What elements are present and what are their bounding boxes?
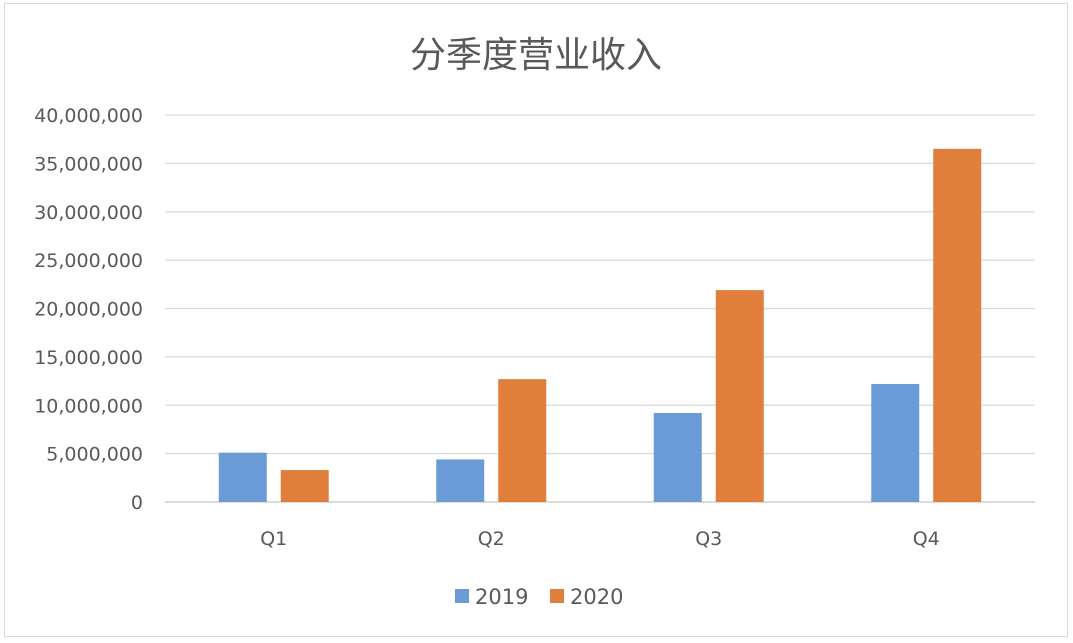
bar-2020-q3 <box>715 290 764 502</box>
legend-label-2020: 2020 <box>570 585 623 609</box>
bar-2019-q2 <box>436 459 485 502</box>
x-tick-label: Q2 <box>478 528 505 550</box>
y-tick-label: 20,000,000 <box>34 299 143 321</box>
chart-frame <box>4 3 1068 637</box>
bar-2019-q4 <box>871 383 920 502</box>
y-tick-label: 35,000,000 <box>34 153 143 175</box>
y-tick-label: 0 <box>131 492 143 514</box>
chart-title: 分季度营业收入 <box>410 35 662 76</box>
tick-labels: 0 5,000,000 10,000,000 15,000,000 20,000,000… <box>34 105 940 550</box>
bar-2020-q2 <box>498 379 547 502</box>
y-tick-label: 30,000,000 <box>34 202 143 224</box>
y-tick-label: 40,000,000 <box>34 105 143 127</box>
legend: 2019 2020 <box>455 585 623 609</box>
y-tick-label: 25,000,000 <box>34 250 143 272</box>
y-tick-label: 5,000,000 <box>46 444 143 466</box>
bar-2019-q1 <box>218 452 267 502</box>
x-tick-label: Q3 <box>695 528 722 550</box>
bar-2019-q3 <box>653 412 702 502</box>
y-tick-label: 10,000,000 <box>34 395 143 417</box>
bars <box>218 148 982 503</box>
bar-2020-q4 <box>933 148 982 503</box>
legend-label-2019: 2019 <box>475 585 528 609</box>
x-tick-label: Q4 <box>913 528 940 550</box>
y-tick-label: 15,000,000 <box>34 347 143 369</box>
legend-swatch-2020 <box>550 589 564 603</box>
legend-swatch-2019 <box>455 589 469 603</box>
bar-2020-q1 <box>280 470 329 502</box>
x-tick-label: Q1 <box>260 528 287 550</box>
